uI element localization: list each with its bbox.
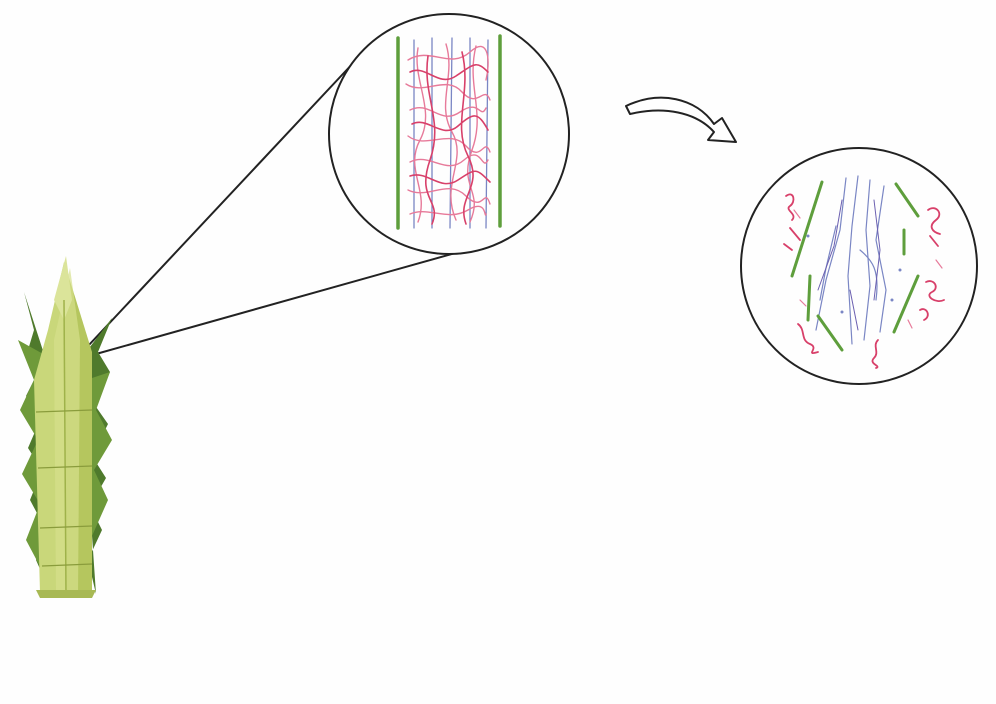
plant-base [36,590,96,598]
bamboo-shoot-icon [18,256,112,598]
zoom-line-upper [87,59,357,347]
zoom-connector-lines [87,59,467,355]
broken-fiber-pieces [783,175,945,369]
plant-leaf-mid-right [86,372,112,536]
broken-fibers-circle-icon [740,147,978,385]
plant-sheath [54,268,80,596]
magnifier-circle-icon [328,13,570,255]
curved-arrow-icon [625,96,737,143]
zoom-line-lower [95,249,467,355]
magnified-intact-fibers [328,13,570,255]
plant-seam [63,299,67,597]
plant-tip [54,256,72,320]
result-circle [740,147,978,385]
plant-nodes [35,409,93,567]
arrow-body [625,96,737,143]
intact-fiber-tangle [396,34,502,230]
